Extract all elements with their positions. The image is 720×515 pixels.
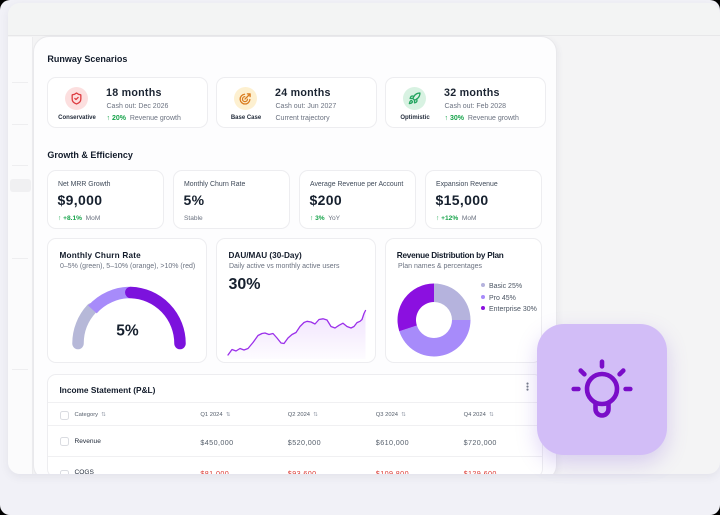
svg-text:5%: 5%	[116, 323, 139, 340]
